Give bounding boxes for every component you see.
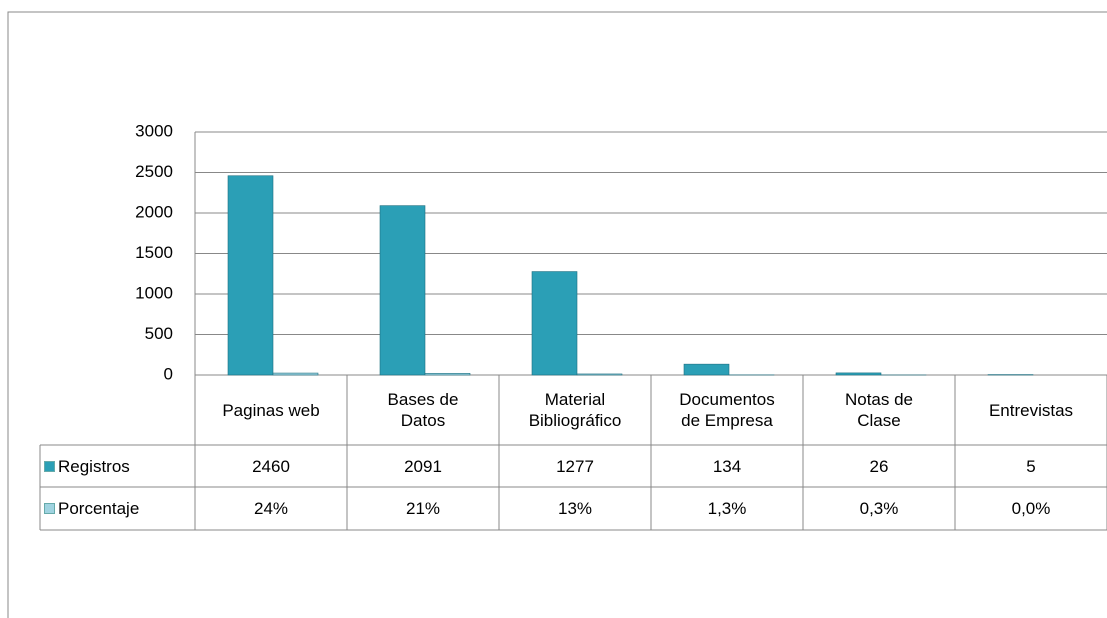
y-tick-label: 1500 (135, 243, 173, 262)
y-tick-label: 2000 (135, 202, 173, 221)
y-tick-label: 2500 (135, 162, 173, 181)
x-tick-label: Bases de Datos (387, 390, 459, 430)
data-label: 13% (557, 499, 593, 518)
bar (227, 175, 274, 376)
x-tick-label: Material Bibliográfico (528, 390, 622, 430)
legend-entry: Registros (40, 445, 195, 487)
legend-key (44, 460, 55, 472)
y-tick-label: 0 (164, 364, 173, 383)
bar (576, 373, 623, 376)
y-tick-label: 1000 (135, 283, 173, 302)
y-tick-label: 500 (145, 324, 173, 343)
data-label: 21% (405, 499, 441, 518)
bar (683, 363, 730, 376)
bar (379, 205, 426, 376)
x-tick-label: Documentos de Empresa (679, 390, 775, 430)
bar (272, 372, 319, 376)
bar (531, 271, 578, 376)
bar (424, 372, 471, 376)
x-tick-label: Entrevistas (988, 400, 1074, 420)
data-label: 1277 (556, 456, 594, 476)
data-label: 134 (712, 456, 742, 476)
y-tick-label: 3000 (135, 121, 173, 140)
data-label: 2460 (252, 456, 290, 476)
data-label: 2091 (404, 456, 442, 476)
data-label: 24% (253, 499, 289, 518)
data-label: 5 (1026, 456, 1036, 476)
legend-label: Registros (58, 456, 130, 476)
x-tick-label: Notas de Clase (844, 390, 914, 430)
data-label: 0,3% (859, 499, 899, 518)
data-label: 26 (869, 456, 889, 476)
legend-label: Porcentaje (58, 499, 140, 518)
legend-entry: Porcentaje (40, 487, 195, 530)
data-label: 0,0% (1011, 499, 1051, 518)
data-label: 1,3% (707, 499, 747, 518)
x-tick-label: Paginas web (222, 400, 320, 420)
chart-frame (7, 11, 1107, 618)
bar (835, 372, 882, 376)
legend-key (44, 503, 55, 514)
